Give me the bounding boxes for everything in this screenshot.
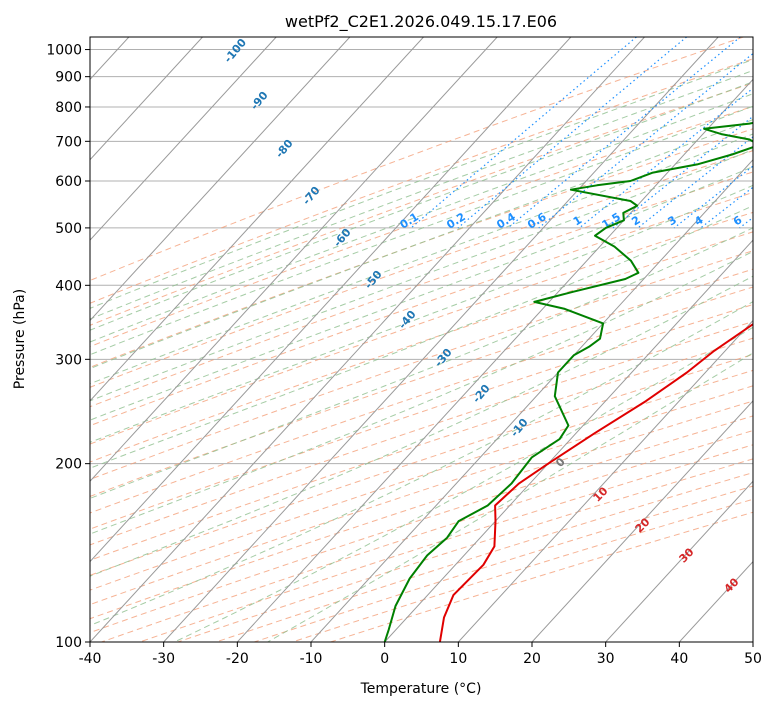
y-tick-label: 300 <box>55 352 82 368</box>
y-tick-label: 600 <box>55 174 82 190</box>
moist-adiabat-line <box>90 166 753 421</box>
y-tick-label: 100 <box>55 635 82 651</box>
dry-adiabat-line <box>90 268 753 497</box>
y-tick-label: 700 <box>55 134 82 150</box>
isotherm-line <box>90 37 351 322</box>
dry-adiabat-line <box>90 353 753 576</box>
sounding-series <box>383 121 753 642</box>
y-tick-label: 400 <box>55 278 82 294</box>
x-axis-ticks: -40 -30 -20 -10 0 10 20 30 40 50 <box>79 642 762 667</box>
dry-adiabat-line <box>90 304 753 530</box>
x-tick-label: 20 <box>523 651 541 667</box>
chart-title: wetPf2_C2E1.2026.049.15.17.E06 <box>285 12 557 32</box>
moist-adiabat-line <box>90 301 753 627</box>
x-tick-label: 50 <box>744 651 762 667</box>
dry-adiabat-line <box>90 385 753 606</box>
dry-adiabat-line <box>90 191 753 427</box>
moist-adiabats <box>90 59 753 642</box>
moist-adiabat-line <box>90 93 753 343</box>
mixing-ratio-line <box>538 52 753 229</box>
plot-area: 0.10.20.40.611.52346810131620253036-100-… <box>90 37 753 642</box>
temperature-profile-line <box>438 322 753 642</box>
moist-adiabat-line <box>90 69 753 320</box>
isotherm-line <box>605 480 753 642</box>
pressure-gridlines <box>90 49 753 642</box>
dry-adiabat-line <box>90 211 753 445</box>
isotherm-line <box>531 400 753 642</box>
dewpoint-profile-line <box>383 121 753 642</box>
isotherm-line <box>163 37 719 642</box>
moist-adiabat-line <box>174 326 753 642</box>
moist-adiabat-line <box>90 149 753 402</box>
y-tick-label: 500 <box>55 221 82 237</box>
y-tick-label: 800 <box>55 100 82 116</box>
y-axis-ticks: 100 200 300 400 500 600 700 800 900 1000 <box>46 43 90 651</box>
isotherm-line <box>236 78 753 642</box>
y-tick-label: 900 <box>55 70 82 86</box>
moist-adiabat-line <box>90 59 753 309</box>
isotherm-line <box>90 37 203 161</box>
y-axis-label: Pressure (hPa) <box>12 289 28 389</box>
isotherms <box>90 37 753 642</box>
x-axis-label: Temperature (°C) <box>360 681 482 697</box>
mixing-ratio-lines <box>410 37 753 229</box>
x-tick-label: -20 <box>226 651 249 667</box>
moist-adiabat-line <box>267 352 753 642</box>
moist-adiabat-line <box>90 275 753 577</box>
mixing-ratio-line <box>457 37 687 229</box>
x-tick-label: 30 <box>597 651 615 667</box>
moist-adiabat-line <box>90 133 753 385</box>
isotherm-line <box>90 37 424 402</box>
isotherm-line <box>457 319 753 642</box>
isotherm-line <box>90 37 498 483</box>
mixing-ratio-line <box>637 136 753 229</box>
x-tick-label: 40 <box>670 651 688 667</box>
isotherm-line <box>310 159 753 642</box>
isotherm-line <box>90 37 572 563</box>
isotherm-line <box>90 37 645 642</box>
x-tick-label: -40 <box>79 651 102 667</box>
mixing-ratio-line <box>410 37 637 229</box>
dry-adiabat-line <box>90 150 753 388</box>
x-tick-label: 0 <box>380 651 389 667</box>
dry-adiabat-line <box>90 128 753 368</box>
y-tick-label: 1000 <box>46 43 82 59</box>
x-tick-label: -30 <box>152 651 175 667</box>
moist-adiabat-line <box>90 227 753 499</box>
isotherm-line <box>384 239 753 642</box>
y-tick-label: 200 <box>55 457 82 473</box>
x-tick-label: -10 <box>300 651 323 667</box>
isotherm-line <box>90 37 277 241</box>
plot-frame <box>89 36 754 643</box>
mixing-ratio-line <box>507 37 741 229</box>
x-tick-label: 10 <box>449 651 467 667</box>
dry-adiabat-line <box>90 58 753 304</box>
